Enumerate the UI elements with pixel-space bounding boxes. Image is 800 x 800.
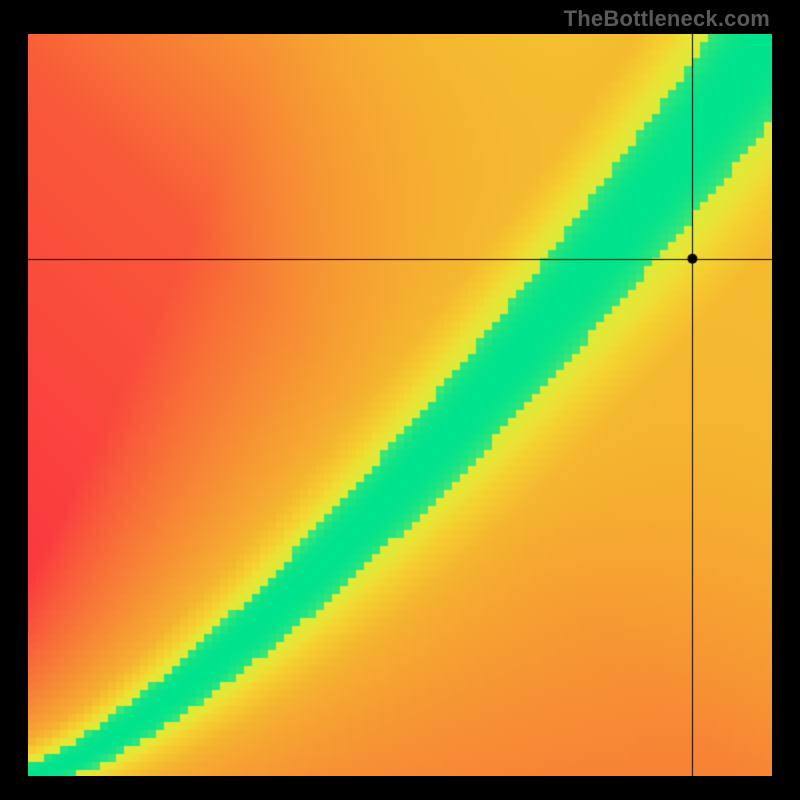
chart-container: TheBottleneck.com: [0, 0, 800, 800]
crosshair-overlay: [28, 34, 772, 776]
watermark-text: TheBottleneck.com: [564, 6, 770, 32]
